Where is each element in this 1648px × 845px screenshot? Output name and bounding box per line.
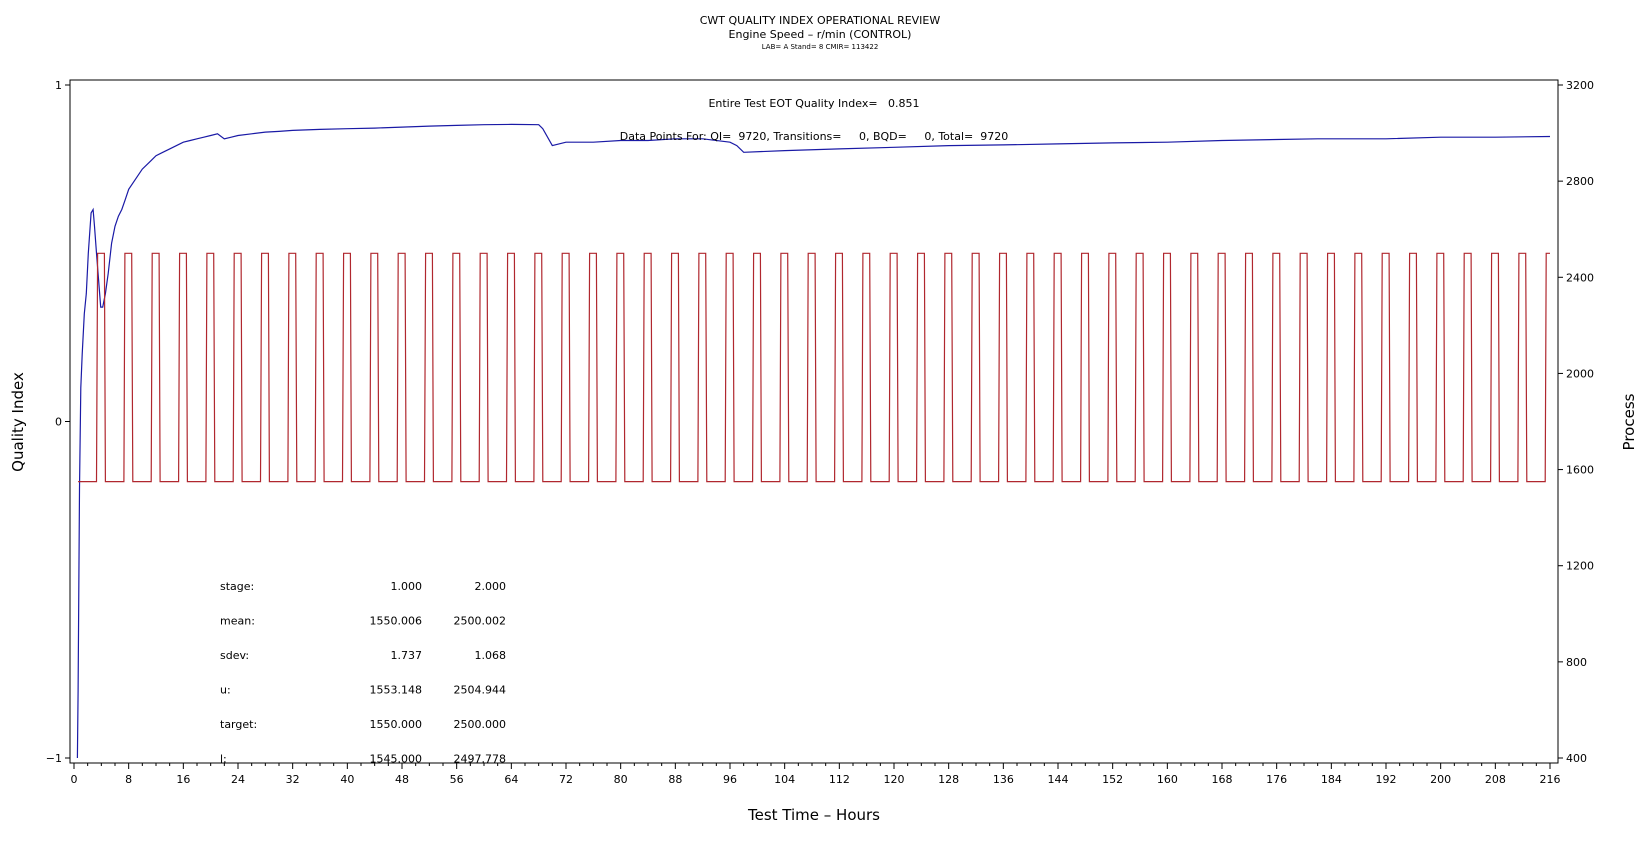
x-tick-label-27: 216 xyxy=(1540,773,1561,786)
x-tick-label-14: 112 xyxy=(829,773,850,786)
data-points-annotation: Data Points For: QI= 9720, Transitions= … xyxy=(620,130,1008,143)
x-tick-label-23: 184 xyxy=(1321,773,1342,786)
x-tick-label-20: 160 xyxy=(1157,773,1178,786)
x-tick-label-2: 16 xyxy=(176,773,190,786)
chart-subtitle: Engine Speed – r/min (CONTROL) xyxy=(728,28,912,41)
stats-row-value-2: 2500.002 xyxy=(454,615,507,628)
x-tick-label-15: 120 xyxy=(884,773,905,786)
stats-row-label: sdev: xyxy=(220,649,249,662)
x-tick-label-8: 64 xyxy=(504,773,518,786)
y-right-tick-label-7: 3200 xyxy=(1566,79,1594,92)
stats-row-value-2: 2504.944 xyxy=(454,684,507,697)
chart-title: CWT QUALITY INDEX OPERATIONAL REVIEW xyxy=(699,14,941,27)
series-process-line xyxy=(78,252,1550,483)
stats-row-value-2: 2500.000 xyxy=(454,718,507,731)
x-tick-label-12: 96 xyxy=(723,773,737,786)
x-tick-label-0: 0 xyxy=(71,773,78,786)
x-tick-label-25: 200 xyxy=(1430,773,1451,786)
x-tick-label-13: 104 xyxy=(774,773,795,786)
chart-titles: CWT QUALITY INDEX OPERATIONAL REVIEW Eng… xyxy=(0,14,1640,52)
x-tick-label-3: 24 xyxy=(231,773,245,786)
stats-table: stage: 1.000 2.000 mean: 1550.006 2500.002 sde… xyxy=(220,580,506,766)
x-axis: 0 8 16 24 32 40 48 56 64 72 80 88 96 104 112 120 128 136 1… xyxy=(71,763,1561,786)
x-tick-label-6: 48 xyxy=(395,773,409,786)
y-right-tick-label-2: 1200 xyxy=(1566,560,1594,573)
x-tick-label-18: 144 xyxy=(1048,773,1069,786)
x-tick-label-11: 88 xyxy=(668,773,682,786)
x-tick-label-7: 56 xyxy=(450,773,464,786)
series-quality-index-line xyxy=(76,123,1551,759)
y-axis-left-label: Quality Index xyxy=(9,372,27,472)
y-left-tick-label-1: 0 xyxy=(55,416,62,429)
stats-row-value-2: 2.000 xyxy=(475,580,507,593)
x-tick-label-10: 80 xyxy=(614,773,628,786)
x-tick-label-9: 72 xyxy=(559,773,573,786)
x-tick-label-24: 192 xyxy=(1376,773,1397,786)
stats-row-value-1: 1.737 xyxy=(391,649,423,662)
x-tick-label-19: 152 xyxy=(1102,773,1123,786)
y-right-tick-label-5: 2400 xyxy=(1566,271,1594,284)
x-tick-label-5: 40 xyxy=(340,773,354,786)
x-tick-label-1: 8 xyxy=(125,773,132,786)
stats-row-label: target: xyxy=(220,718,257,731)
y-left-tick-label-0: −1 xyxy=(46,752,62,765)
x-axis-label: Test Time – Hours xyxy=(747,806,880,824)
y-axis-right-label: Process xyxy=(1620,393,1638,450)
x-tick-label-21: 168 xyxy=(1212,773,1233,786)
y-right-tick-label-6: 2800 xyxy=(1566,175,1594,188)
stats-row-value-1: 1553.148 xyxy=(370,684,423,697)
stats-row-label: mean: xyxy=(220,615,255,628)
y-right-tick-label-3: 1600 xyxy=(1566,464,1594,477)
y-right-tick-label-0: 400 xyxy=(1566,752,1587,765)
eot-quality-annotation: Entire Test EOT Quality Index= 0.851 xyxy=(708,97,919,110)
stats-row-value-2: 2497.778 xyxy=(454,753,507,766)
stats-row-label: l: xyxy=(220,753,227,766)
stats-row-label: u: xyxy=(220,684,231,697)
x-tick-label-16: 128 xyxy=(938,773,959,786)
stats-row-value-2: 1.068 xyxy=(475,649,507,662)
x-tick-label-22: 176 xyxy=(1266,773,1287,786)
series-layer xyxy=(76,123,1551,759)
y-axis-right: 400 800 1200 1600 2000 2400 2800 3200 xyxy=(1558,79,1594,765)
stats-row-label: stage: xyxy=(220,580,254,593)
stats-row-value-1: 1.000 xyxy=(391,580,423,593)
y-axis-left: −1 0 1 xyxy=(46,79,70,765)
x-tick-label-26: 208 xyxy=(1485,773,1506,786)
y-right-tick-label-1: 800 xyxy=(1566,656,1587,669)
chart-subtitle-ids: LAB= A Stand= 8 CMIR= 113422 xyxy=(761,43,879,51)
x-tick-label-17: 136 xyxy=(993,773,1014,786)
x-tick-label-4: 32 xyxy=(286,773,300,786)
stats-row-value-1: 1545.000 xyxy=(370,753,423,766)
y-right-tick-label-4: 2000 xyxy=(1566,367,1594,380)
stats-row-value-1: 1550.000 xyxy=(370,718,423,731)
y-left-tick-label-2: 1 xyxy=(55,79,62,92)
stats-row-value-1: 1550.006 xyxy=(370,615,423,628)
